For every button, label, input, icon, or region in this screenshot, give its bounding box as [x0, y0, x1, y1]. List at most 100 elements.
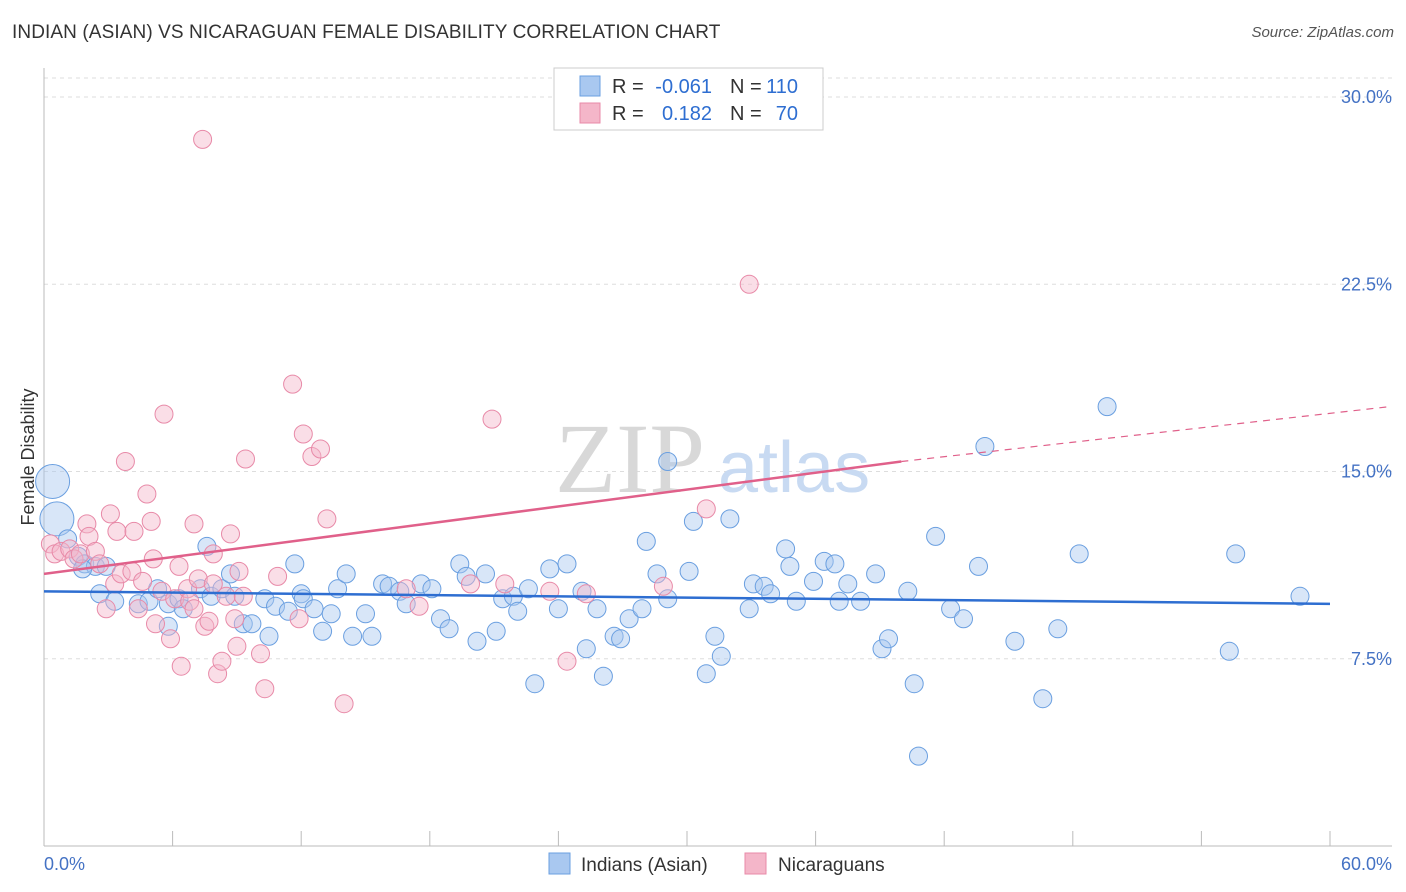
data-point	[825, 554, 845, 574]
data-point	[780, 556, 800, 576]
data-point	[70, 544, 90, 564]
data-point	[1097, 397, 1117, 417]
data-point	[761, 584, 781, 604]
data-point	[304, 599, 324, 619]
data-point	[128, 599, 148, 619]
data-point	[158, 594, 178, 614]
data-point	[141, 511, 161, 531]
data-point	[221, 524, 240, 544]
data-point	[754, 576, 774, 596]
data-point	[259, 626, 279, 646]
data-point	[216, 586, 236, 606]
data-point	[266, 596, 285, 616]
data-point	[658, 452, 678, 471]
data-point	[1069, 544, 1089, 564]
y-tick-labels: 7.5% 15.0% 22.5% 30.0%	[1341, 87, 1392, 669]
data-point	[969, 556, 988, 576]
data-point	[926, 526, 946, 546]
data-point	[146, 614, 165, 634]
data-point	[227, 636, 247, 656]
data-point	[321, 604, 341, 624]
data-point	[107, 521, 127, 541]
data-point	[356, 604, 375, 624]
data-point	[169, 556, 189, 576]
data-point	[679, 561, 699, 581]
trend-line-nicaraguans	[43, 460, 902, 576]
data-point	[909, 746, 928, 766]
data-point	[334, 694, 354, 714]
data-point	[683, 511, 703, 531]
data-point	[838, 574, 858, 594]
data-point	[100, 504, 120, 524]
legend-n-label-indians: N =	[730, 76, 762, 98]
data-point	[525, 674, 545, 694]
data-point	[184, 599, 204, 619]
data-point	[311, 439, 330, 459]
data-point	[193, 129, 213, 149]
data-point	[898, 581, 918, 601]
data-point	[184, 514, 204, 534]
y-tick-label: 30.0%	[1341, 87, 1392, 107]
data-point	[632, 599, 652, 619]
data-point	[133, 571, 153, 591]
series-nicaraguans-points	[40, 129, 759, 714]
data-point	[476, 564, 495, 584]
data-point	[508, 601, 528, 621]
data-point	[540, 581, 560, 601]
x-ticks	[43, 831, 1331, 846]
data-point	[696, 664, 716, 684]
x-tick-label-min: 0.0%	[44, 854, 85, 874]
series-legend: Indians (Asian) Nicaraguans	[548, 852, 885, 876]
data-point	[486, 621, 506, 641]
trend-line-indians	[43, 590, 1331, 606]
data-point	[188, 569, 208, 589]
data-point	[90, 554, 110, 574]
data-point	[696, 499, 716, 519]
data-point	[904, 674, 924, 694]
data-point	[343, 626, 363, 646]
legend-swatch-nicaraguans	[579, 102, 601, 124]
data-point	[236, 449, 255, 469]
data-point	[636, 531, 656, 551]
data-point	[593, 666, 613, 686]
data-point	[40, 534, 60, 554]
data-point	[77, 514, 97, 534]
series-legend-swatch-nicaraguans	[744, 852, 767, 875]
data-point	[1226, 544, 1246, 564]
data-point	[411, 574, 431, 594]
legend-n-label-nicaraguans: N =	[730, 103, 762, 125]
legend-swatch-indians	[579, 75, 601, 97]
series-legend-label-indians: Indians (Asian)	[581, 855, 708, 876]
data-point	[124, 521, 144, 541]
data-point	[1005, 631, 1025, 651]
data-point	[879, 629, 898, 649]
y-tick-label: 15.0%	[1341, 462, 1392, 482]
data-point	[313, 621, 333, 641]
data-point	[786, 591, 806, 611]
data-point	[242, 614, 262, 634]
legend-n-value-indians: 110	[766, 76, 798, 98]
data-point	[229, 561, 249, 581]
x-tick-label-max: 60.0%	[1341, 854, 1392, 874]
data-point	[422, 579, 442, 599]
data-point	[518, 579, 538, 599]
data-point	[1290, 586, 1310, 606]
data-point	[461, 574, 480, 594]
data-point	[362, 626, 382, 646]
data-point	[587, 599, 607, 619]
data-point	[720, 509, 740, 529]
data-point	[576, 639, 596, 659]
data-point	[1219, 641, 1239, 661]
data-point	[1033, 689, 1053, 709]
data-point	[203, 544, 223, 564]
watermark: ZIP atlas	[555, 403, 870, 514]
data-point	[199, 611, 219, 631]
legend-r-value-indians: -0.061	[655, 76, 712, 98]
data-point	[557, 651, 577, 671]
legend-r-value-nicaraguans: 0.182	[662, 103, 712, 125]
data-point	[872, 639, 892, 659]
data-point	[540, 559, 560, 579]
data-point	[60, 539, 80, 559]
data-point	[165, 589, 185, 609]
